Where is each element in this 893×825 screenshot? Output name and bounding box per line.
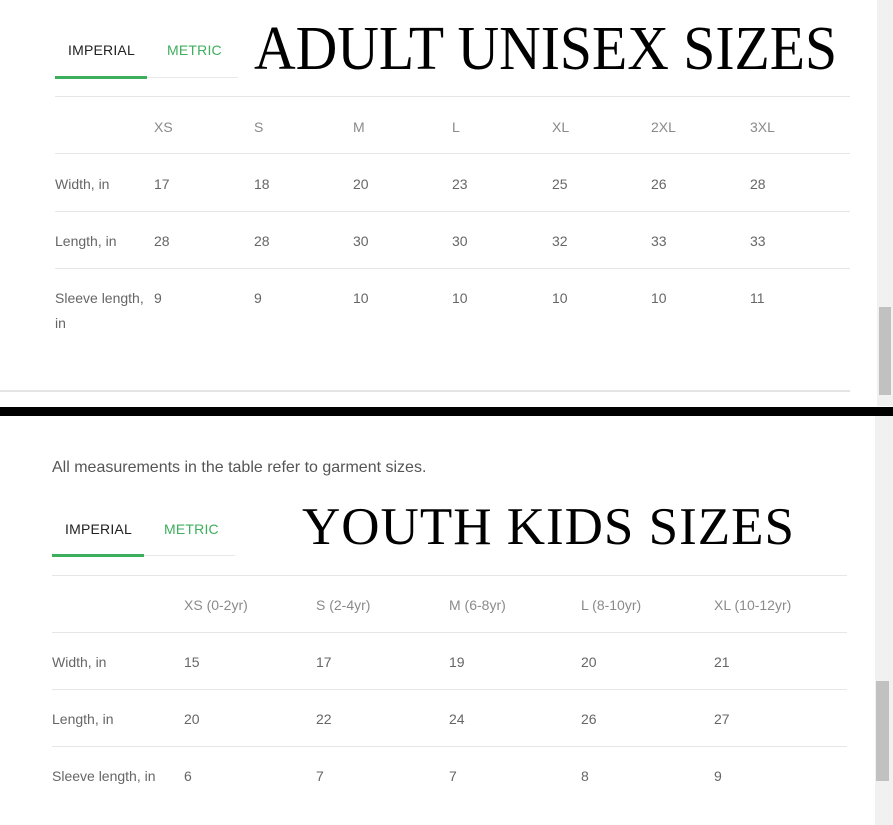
active-tab-indicator xyxy=(55,76,147,79)
table-cell: 17 xyxy=(154,176,170,192)
table-cell: 20 xyxy=(581,654,597,670)
row-label: Width, in xyxy=(52,654,107,670)
row-label: Sleeve length, in xyxy=(55,290,144,331)
table-cell: 6 xyxy=(184,768,192,784)
table-cell: 33 xyxy=(651,233,667,249)
adult-sizes-title: ADULT UNISEX SIZES xyxy=(254,15,838,83)
tab-imperial[interactable]: IMPERIAL xyxy=(68,42,135,58)
row-label: Length, in xyxy=(52,711,114,727)
row-divider xyxy=(52,746,847,747)
table-cell: 28 xyxy=(154,233,170,249)
row-label: Sleeve length, in xyxy=(52,768,156,784)
table-cell: 15 xyxy=(184,654,200,670)
table-cell: 28 xyxy=(750,176,766,192)
table-cell: 9 xyxy=(714,768,722,784)
table-cell: 27 xyxy=(714,711,730,727)
table-cell: 33 xyxy=(750,233,766,249)
row-divider xyxy=(55,268,850,269)
table-cell: 20 xyxy=(353,176,369,192)
table-cell: 32 xyxy=(552,233,568,249)
row-divider xyxy=(52,575,847,576)
active-tab-indicator xyxy=(52,554,144,557)
table-cell: 26 xyxy=(581,711,597,727)
row-label: Length, in xyxy=(55,233,117,249)
table-cell: 22 xyxy=(316,711,332,727)
table-cell: 10 xyxy=(651,290,667,306)
table-cell: 10 xyxy=(353,290,369,306)
column-header: XS xyxy=(154,119,173,135)
scrollbar[interactable] xyxy=(877,0,893,406)
table-cell: 9 xyxy=(154,290,162,306)
column-header: XL xyxy=(552,119,570,135)
table-cell: 19 xyxy=(449,654,465,670)
column-header: M xyxy=(353,119,365,135)
table-cell: 25 xyxy=(552,176,568,192)
row-divider xyxy=(52,689,847,690)
table-cell: 10 xyxy=(452,290,468,306)
table-cell: 26 xyxy=(651,176,667,192)
column-header: S (2-4yr) xyxy=(316,597,371,613)
table-cell: 23 xyxy=(452,176,468,192)
row-divider xyxy=(52,632,847,633)
table-cell: 11 xyxy=(750,290,765,306)
row-divider xyxy=(55,153,850,154)
table-cell: 7 xyxy=(449,768,457,784)
column-header: 2XL xyxy=(651,119,676,135)
column-header: 3XL xyxy=(750,119,775,135)
table-cell: 9 xyxy=(254,290,262,306)
table-cell: 7 xyxy=(316,768,324,784)
column-header: L (8-10yr) xyxy=(581,597,642,613)
row-divider xyxy=(55,96,850,97)
scrollbar-thumb[interactable] xyxy=(879,307,891,395)
tab-imperial[interactable]: IMPERIAL xyxy=(65,521,132,537)
row-label: Width, in xyxy=(55,176,110,192)
column-header: M (6-8yr) xyxy=(449,597,506,613)
table-cell: 30 xyxy=(452,233,468,249)
table-cell: 20 xyxy=(184,711,200,727)
row-divider xyxy=(55,211,850,212)
column-header: L xyxy=(452,119,460,135)
tab-metric[interactable]: METRIC xyxy=(164,521,219,537)
section-bottom-border xyxy=(0,390,850,392)
measurement-note: All measurements in the table refer to g… xyxy=(52,459,427,476)
column-header: XL (10-12yr) xyxy=(714,597,792,613)
table-cell: 24 xyxy=(449,711,465,727)
table-cell: 18 xyxy=(254,176,270,192)
table-cell: 17 xyxy=(316,654,332,670)
table-cell: 10 xyxy=(552,290,568,306)
column-header: XS (0-2yr) xyxy=(184,597,248,613)
table-cell: 8 xyxy=(581,768,589,784)
table-cell: 28 xyxy=(254,233,270,249)
column-header: S xyxy=(254,119,264,135)
table-cell: 21 xyxy=(714,654,730,670)
scrollbar-thumb[interactable] xyxy=(876,681,889,781)
section-divider xyxy=(0,407,893,416)
table-cell: 30 xyxy=(353,233,369,249)
tab-metric[interactable]: METRIC xyxy=(167,42,222,58)
youth-sizes-title: YOUTH KIDS SIZES xyxy=(302,498,795,556)
